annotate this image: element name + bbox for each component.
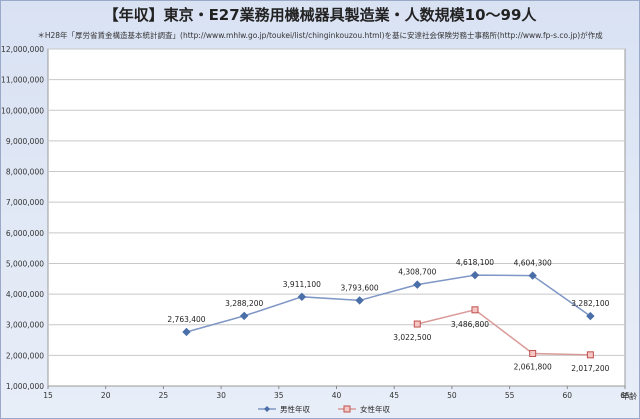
x-tick-label: 15	[43, 391, 53, 400]
data-label: 3,793,600	[340, 283, 378, 292]
data-point-female	[471, 306, 479, 314]
data-point-male	[355, 296, 364, 305]
x-tick-label: 30	[216, 391, 226, 400]
chart-subtitle: ＊H28年「厚労省賃金構造基本統計調査」(http://www.mhlw.go.…	[37, 31, 603, 40]
y-tick-label: 5,000,000	[6, 259, 44, 268]
x-tick-label: 20	[101, 391, 111, 400]
y-tick-label: 8,000,000	[6, 168, 44, 177]
plot-area	[47, 48, 626, 387]
y-tick-label: 3,000,000	[6, 321, 44, 330]
data-label: 3,911,100	[283, 280, 321, 289]
data-point-male	[470, 270, 480, 280]
y-tick-label: 11,000,000	[1, 76, 44, 85]
y-tick-label: 10,000,000	[1, 106, 44, 115]
x-tick-label: 50	[447, 391, 457, 400]
y-tick-label: 9,000,000	[6, 137, 44, 146]
data-label: 3,486,800	[451, 320, 489, 329]
data-point-male	[239, 311, 249, 321]
y-tick-label: 4,000,000	[6, 290, 44, 299]
data-point-male	[586, 311, 595, 321]
y-tick-label: 12,000,000	[1, 45, 44, 54]
series-line-female	[417, 308, 591, 356]
data-label: 3,288,200	[225, 299, 263, 308]
legend-label-female: 女性年収	[360, 404, 390, 414]
x-tick-label: 65	[620, 391, 630, 400]
data-label: 4,618,100	[456, 258, 494, 267]
legend-marker-female	[343, 405, 351, 413]
data-label: 4,604,300	[514, 259, 552, 268]
data-point-female	[529, 349, 537, 357]
y-tick-label: 7,000,000	[6, 198, 44, 207]
data-point-male	[528, 271, 537, 280]
series-line-male	[186, 274, 591, 333]
legend-label-male: 男性年収	[280, 404, 310, 414]
data-point-female	[413, 320, 421, 328]
data-label: 2,061,800	[514, 362, 552, 371]
y-tick-label: 2,000,000	[6, 351, 44, 360]
data-point-male	[182, 327, 191, 337]
legend-marker-male	[264, 406, 270, 412]
x-tick-label: 35	[274, 391, 284, 400]
chart-title: 【年収】東京・E27業務用機械器具製造業・人数規模10～99人	[103, 6, 537, 24]
data-point-male	[297, 292, 307, 302]
data-label: 4,308,700	[398, 268, 436, 277]
data-point-male	[413, 280, 422, 289]
x-axis-label: 年齢	[621, 391, 637, 401]
data-label: 3,022,500	[393, 333, 431, 342]
x-tick-label: 45	[389, 391, 399, 400]
y-tick-label: 6,000,000	[6, 229, 44, 238]
data-label: 2,763,400	[167, 315, 205, 324]
data-label: 3,282,100	[571, 299, 609, 308]
data-label: 2,017,200	[571, 364, 609, 373]
x-tick-label: 40	[332, 391, 342, 400]
x-tick-label: 25	[159, 391, 169, 400]
x-tick-label: 55	[505, 391, 515, 400]
y-tick-label: 1,000,000	[6, 382, 44, 391]
x-tick-label: 60	[563, 391, 573, 400]
data-point-female	[586, 351, 594, 359]
